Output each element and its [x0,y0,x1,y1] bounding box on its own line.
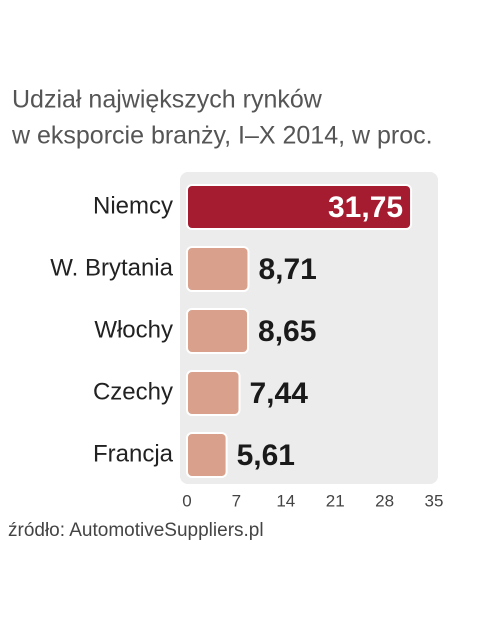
x-tick-label: 14 [276,491,295,510]
x-tick-label: 28 [375,491,394,510]
bar [186,246,250,292]
category-label: Francja [93,440,174,467]
value-label: 5,61 [237,439,295,472]
x-tick-label: 7 [232,491,241,510]
category-label: Włochy [94,316,173,343]
value-label: 7,44 [250,377,309,410]
source: źródło: AutomotiveSuppliers.pl [8,520,264,541]
chart-title: w eksporcie branży, I–X 2014, w proc. [11,122,433,150]
x-tick-label: 35 [425,491,444,510]
category-label: W. Brytania [50,254,173,281]
value-label: 8,71 [258,253,316,286]
bar [186,184,413,230]
bar [186,432,228,478]
bar [186,370,241,416]
bar [186,308,250,354]
category-label: Czechy [93,378,173,405]
category-label: Niemcy [93,192,173,219]
value-label: 31,75 [328,191,403,224]
x-tick-label: 21 [326,491,345,510]
x-tick-label: 0 [182,491,191,510]
value-label: 8,65 [258,315,316,348]
chart-title: Udział największych rynków [12,86,323,114]
